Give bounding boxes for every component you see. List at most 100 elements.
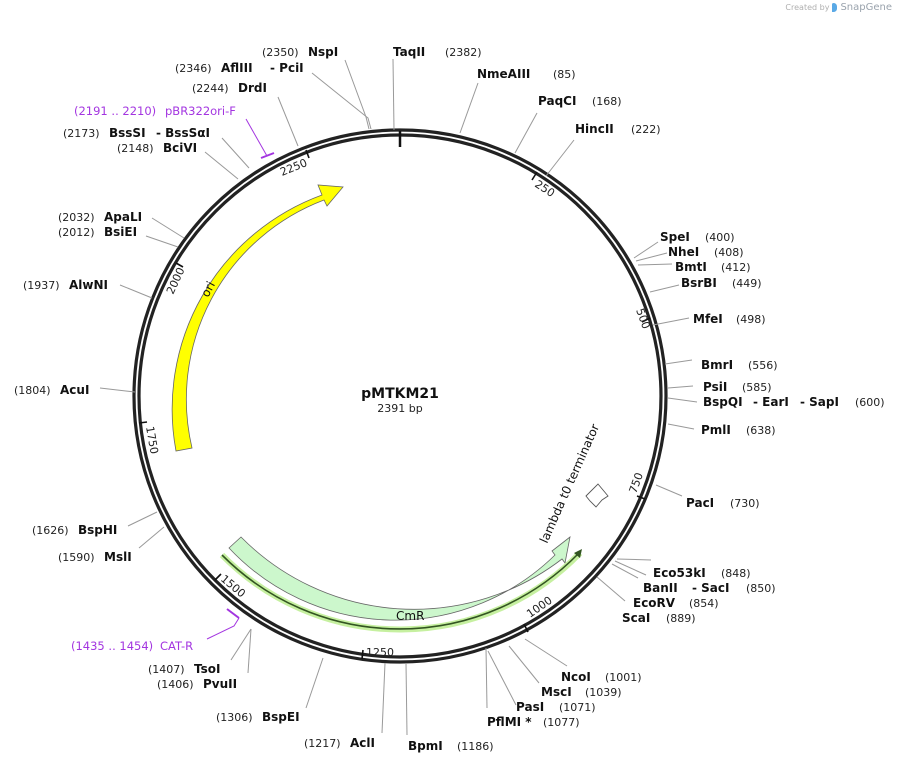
svg-text:NheI: NheI [668, 245, 699, 259]
svg-text:BmtI: BmtI [675, 260, 707, 274]
site-ecorv[interactable]: EcoRV (854) [633, 596, 719, 610]
site-apali[interactable]: (2032) ApaLI [58, 210, 142, 224]
primer-range: (2191 .. 2210) [74, 104, 156, 118]
site-psii[interactable]: PsiI (585) [703, 380, 772, 394]
site-eco53ki[interactable]: Eco53kI (848) [653, 566, 751, 580]
site-pasi[interactable]: PasI (1071) [516, 700, 596, 714]
site-afliii-pcii[interactable]: (2346) AflIII - PciI [175, 61, 304, 75]
site-bmti[interactable]: BmtI (412) [675, 260, 751, 274]
svg-text:(854): (854) [689, 597, 719, 610]
svg-text:BpmI: BpmI [408, 739, 443, 753]
site-pflmi[interactable]: PflMI * (1077) [487, 715, 580, 729]
primer-cat-r[interactable]: (1435 .. 1454) CAT-R [71, 608, 240, 653]
site-nmeaiii[interactable]: NmeAIII (85) [477, 67, 576, 81]
feature-ori-arrow[interactable] [171, 184, 344, 452]
svg-text:AclI: AclI [350, 736, 375, 750]
svg-text:MfeI: MfeI [693, 312, 723, 326]
svg-text:PacI: PacI [686, 496, 714, 510]
site-acui[interactable]: (1804) AcuI [14, 383, 89, 397]
site-spei[interactable]: SpeI (400) [660, 230, 735, 244]
site-taqii[interactable]: TaqII (2382) [393, 45, 482, 59]
site-msli[interactable]: (1590) MslI [58, 550, 132, 564]
svg-text:BanII: BanII [643, 581, 678, 595]
svg-text:(1804): (1804) [14, 384, 51, 397]
site-bsssi-bsssai[interactable]: (2173) BssSI - BssSαI [63, 126, 210, 140]
svg-text:PflMI *: PflMI * [487, 715, 532, 729]
tick-label-250: 250 [532, 178, 557, 200]
svg-text:(600): (600) [855, 396, 885, 409]
site-pmli[interactable]: PmlI (638) [701, 423, 776, 437]
svg-text:(2032): (2032) [58, 211, 95, 224]
svg-text:(1077): (1077) [543, 716, 580, 729]
site-hincii[interactable]: HincII (222) [575, 122, 661, 136]
svg-text:PvuII: PvuII [203, 677, 237, 691]
site-acli[interactable]: (1217) AclI [304, 736, 375, 750]
site-bspei[interactable]: (1306) BspEI [216, 710, 300, 724]
svg-text:(2382): (2382) [445, 46, 482, 59]
site-paci[interactable]: PacI (730) [686, 496, 760, 510]
site-msci[interactable]: MscI (1039) [541, 685, 622, 699]
svg-text:(1937): (1937) [23, 279, 60, 292]
site-bpmi[interactable]: BpmI (1186) [408, 739, 494, 753]
feature-cmr-arrow[interactable] [228, 536, 571, 621]
site-drdi[interactable]: (2244) DrdI [192, 81, 267, 95]
site-pvuii[interactable]: (1406) PvuII [157, 677, 237, 691]
svg-text:(2012): (2012) [58, 226, 95, 239]
svg-text:(2244): (2244) [192, 82, 229, 95]
svg-text:(449): (449) [732, 277, 762, 290]
svg-text:(1217): (1217) [304, 737, 341, 750]
primer-name: CAT-R [160, 639, 193, 653]
site-ncoi[interactable]: NcoI (1001) [561, 670, 642, 684]
site-nspi[interactable]: (2350) NspI [262, 45, 338, 59]
svg-text:NcoI: NcoI [561, 670, 591, 684]
feature-terminator-label: lambda t0 terminator [537, 422, 602, 545]
site-bmri[interactable]: BmrI (556) [701, 358, 778, 372]
svg-text:(889): (889) [666, 612, 696, 625]
svg-text:(222): (222) [631, 123, 661, 136]
primer-pbr322ori-f[interactable]: (2191 .. 2210) pBR322ori-F [74, 104, 275, 159]
svg-text:NspI: NspI [308, 45, 338, 59]
svg-text:TsoI: TsoI [194, 662, 220, 676]
site-tsoi[interactable]: (1407) TsoI [148, 662, 220, 676]
site-bspqi-eari-sapi[interactable]: BspQI - EarI - SapI (600) [703, 395, 885, 409]
site-nhei[interactable]: NheI (408) [668, 245, 744, 259]
primer-name: pBR322ori-F [165, 104, 236, 118]
site-paqci[interactable]: PaqCI (168) [538, 94, 622, 108]
svg-text:PmlI: PmlI [701, 423, 731, 437]
site-leader-lines [99, 58, 698, 736]
cmr-orf-line[interactable] [221, 553, 579, 630]
site-scai[interactable]: ScaI (889) [622, 611, 696, 625]
svg-text:PaqCI: PaqCI [538, 94, 576, 108]
site-banii-saci[interactable]: BanII - SacI (850) [643, 581, 776, 595]
svg-text:(1626): (1626) [32, 524, 69, 537]
svg-text:(1590): (1590) [58, 551, 95, 564]
site-bsiei[interactable]: (2012) BsiEI [58, 225, 137, 239]
feature-ori-label: ori [198, 279, 218, 299]
svg-text:- SapI: - SapI [800, 395, 839, 409]
terminator-icon[interactable] [585, 483, 609, 508]
svg-text:(168): (168) [592, 95, 622, 108]
svg-text:(850): (850) [746, 582, 776, 595]
svg-text:(2173): (2173) [63, 127, 100, 140]
credit-brand: SnapGene [840, 2, 892, 13]
site-bcivi[interactable]: (2148) BciVI [117, 141, 197, 155]
site-mfei[interactable]: MfeI (498) [693, 312, 766, 326]
svg-text:ScaI: ScaI [622, 611, 650, 625]
primer-range: (1435 .. 1454) [71, 639, 153, 653]
svg-text:Eco53kI: Eco53kI [653, 566, 706, 580]
tick-label-2250: 2250 [278, 156, 309, 179]
site-bsphi[interactable]: (1626) BspHI [32, 523, 117, 537]
site-bsrbi[interactable]: BsrBI (449) [681, 276, 762, 290]
svg-text:(2346): (2346) [175, 62, 212, 75]
svg-text:EcoRV: EcoRV [633, 596, 676, 610]
svg-text:BspEI: BspEI [262, 710, 300, 724]
svg-text:(1306): (1306) [216, 711, 253, 724]
credit-prefix: Created by [785, 3, 830, 12]
plasmid-length: 2391 bp [377, 402, 422, 415]
svg-text:BmrI: BmrI [701, 358, 733, 372]
site-alwni[interactable]: (1937) AlwNI [23, 278, 108, 292]
svg-text:(1001): (1001) [605, 671, 642, 684]
svg-text:(1407): (1407) [148, 663, 185, 676]
svg-text:HincII: HincII [575, 122, 614, 136]
